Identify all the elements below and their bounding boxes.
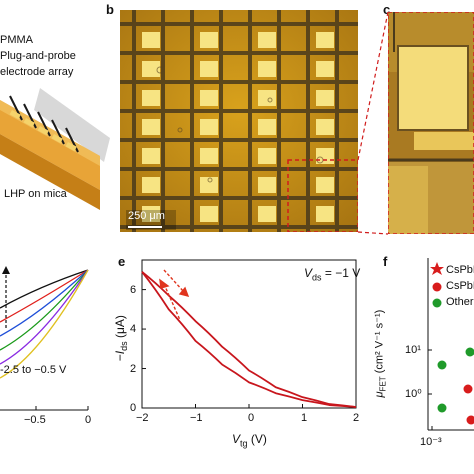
e-xtick-2: 0	[248, 412, 255, 424]
panel-d-plot	[0, 266, 89, 411]
panel-b-micrograph	[120, 10, 358, 232]
e-annotation-var: V	[304, 266, 313, 280]
f-legend-2: Other LH	[446, 296, 474, 308]
panel-e-chart	[141, 259, 357, 409]
electrode-pad	[258, 206, 276, 222]
f-ytick-1: 10⁰	[405, 388, 422, 400]
zoom-connector-lines	[357, 11, 389, 235]
e-ylabel-var: I	[112, 350, 127, 355]
electrode-pad	[142, 177, 160, 193]
electrode-pad	[258, 148, 276, 164]
f-legend-0: CsPbBr	[446, 264, 474, 276]
transfer-curve	[0, 269, 89, 379]
e-ylabel-prefix: −	[112, 354, 127, 362]
electrode-pad	[316, 148, 334, 164]
e-xtick-1: −1	[190, 412, 203, 424]
panel-b-label: b	[106, 2, 114, 17]
electrode-pad	[200, 206, 218, 222]
f-ylabel-sub: FET	[378, 376, 388, 392]
panel-c-label: c	[383, 2, 391, 17]
lhp-on-mica-label: LHP on mica	[4, 188, 67, 200]
f-ylabel-var: μ	[373, 391, 386, 398]
transfer-curve	[0, 269, 89, 337]
e-annotation-sub: ds	[312, 272, 322, 283]
legend-green-sphere-marker	[432, 298, 442, 308]
f-ylabel-unit: (cm² V⁻¹ s⁻¹)	[373, 309, 386, 377]
e-ylabel-sub: ds	[119, 341, 130, 351]
panel-e-label: e	[118, 254, 126, 269]
scale-bar-label: 250 μm	[128, 210, 165, 222]
electrode-pad	[200, 32, 218, 48]
e-ytick-0: 0	[130, 402, 137, 414]
f-legend-1: CsPbBr	[446, 280, 474, 292]
f-xtick-0: 10⁻³	[420, 436, 442, 448]
electrode-pad	[142, 32, 160, 48]
electrode-pad	[316, 206, 334, 222]
electrode-pad	[142, 206, 160, 222]
plug-and-probe-label: Plug-and-probe	[0, 50, 76, 62]
transfer-curve	[0, 269, 89, 365]
e-ytick-1: 2	[130, 363, 137, 375]
electrode-array-label: electrode array	[0, 66, 74, 78]
pmma-label: PMMA	[0, 34, 33, 46]
transfer-curve	[0, 269, 89, 309]
transfer-curve	[0, 269, 89, 351]
electrode-pad	[142, 119, 160, 135]
electrode-pad	[200, 61, 218, 77]
electrode-pad	[142, 90, 160, 106]
e-annotation-value: = −1 V	[321, 266, 361, 280]
e-ylabel: −Ids (μA)	[113, 293, 129, 383]
panel-f-plot	[427, 258, 474, 431]
electrode-pad	[200, 119, 218, 135]
e-ytick-2: 4	[130, 323, 137, 335]
legend-red-sphere-marker	[432, 282, 442, 292]
electrode-pad	[142, 148, 160, 164]
legend-star-marker	[430, 262, 444, 275]
electrode-pad	[200, 90, 218, 106]
electrode-pad	[258, 32, 276, 48]
transfer-curve	[0, 269, 89, 323]
legend-markers	[430, 262, 444, 308]
f-ylabel: μFET (cm² V⁻¹ s⁻¹)	[372, 284, 387, 424]
electrode-pad	[258, 61, 276, 77]
electrode-pad	[258, 177, 276, 193]
electrode-pad	[316, 177, 334, 193]
e-ytick-3: 6	[130, 284, 137, 296]
e-xlabel-unit: (V)	[247, 432, 267, 446]
panel-c-micrograph	[388, 12, 474, 234]
e-ylabel-unit: (μA)	[112, 315, 127, 342]
e-xlabel-sub: tg	[240, 438, 248, 449]
electrode-pad	[258, 119, 276, 135]
panel-f-label: f	[383, 254, 388, 269]
reverse-sweep-line	[141, 271, 357, 408]
electrode-pad	[316, 90, 334, 106]
e-xlabel-var: V	[232, 432, 241, 446]
panel-a: PMMA Plug-and-probe electrode array LHP …	[0, 0, 110, 232]
electrode-pad	[316, 119, 334, 135]
e-xtick-3: 1	[301, 412, 308, 424]
e-xtick-0: −2	[136, 412, 149, 424]
panel-d-tick-neg-half: −0.5	[24, 414, 46, 426]
panel-d-tick-zero: 0	[85, 414, 92, 426]
electrode-pad	[142, 61, 160, 77]
panel-d-annotation: -2.5 to −0.5 V	[0, 364, 67, 376]
electrode-pad	[316, 61, 334, 77]
e-annotation: Vds = −1 V	[304, 266, 360, 282]
device-schematic	[0, 88, 110, 210]
forward-sweep-line	[141, 271, 357, 408]
data-points	[437, 347, 474, 425]
electrode-pad	[200, 177, 218, 193]
electrode-pad	[316, 32, 334, 48]
e-xtick-4: 2	[353, 412, 360, 424]
electrode-pad	[200, 148, 218, 164]
f-ytick-0: 10¹	[405, 344, 421, 356]
e-xlabel: Vtg (V)	[232, 432, 267, 448]
